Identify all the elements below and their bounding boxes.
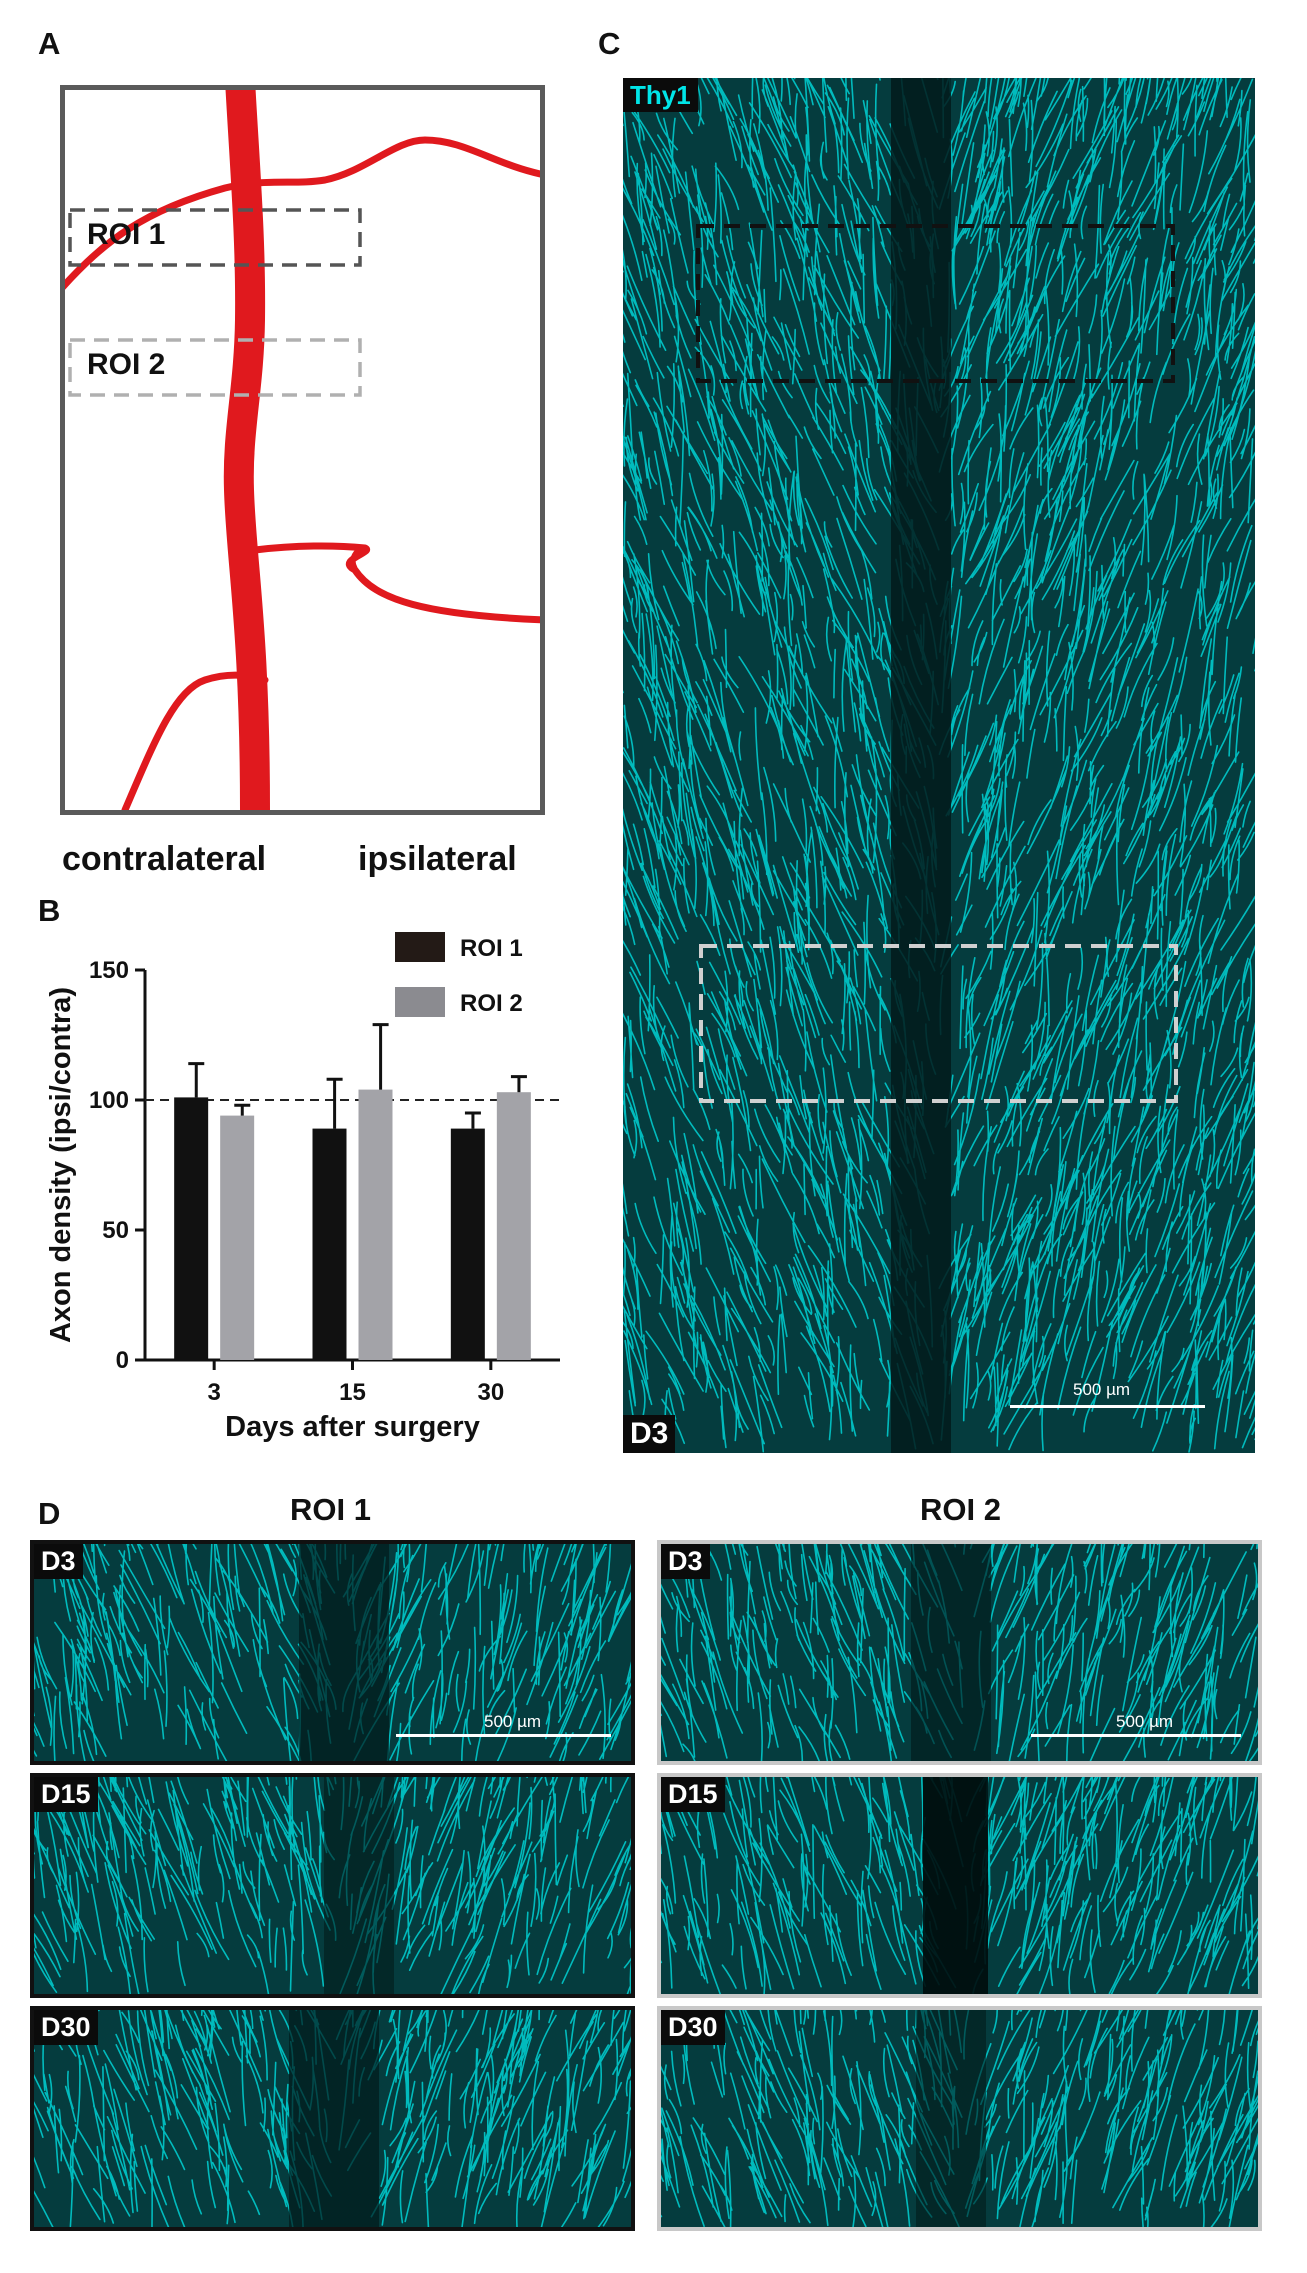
main-vessel-trunk: [223, 90, 270, 810]
bar-roi2-15: [358, 1089, 393, 1360]
roi1-d3-micrograph: D3 500 µm: [30, 1540, 635, 1765]
roi1-column-title: ROI 1: [290, 1492, 371, 1527]
upper-vessel-branch: [65, 136, 540, 290]
panel-d-letter: D: [38, 1496, 61, 1531]
roi2-column-title: ROI 2: [920, 1492, 1001, 1527]
roi2-label: ROI 2: [87, 348, 166, 381]
x-tick-label: 30: [477, 1379, 504, 1406]
roi2-d15-micrograph: D15: [657, 1773, 1262, 1998]
legend-swatch-2: [395, 987, 445, 1017]
roi-overlay: [696, 224, 1178, 1103]
roi2-d3-micrograph: D3 500 µm: [657, 1540, 1262, 1765]
bar-roi1-30: [450, 1128, 485, 1360]
bar-roi1-3: [174, 1097, 209, 1360]
fiber-texture: [661, 1777, 1258, 1994]
roi1-scale-bar: [396, 1734, 611, 1737]
midline-band: [891, 78, 951, 1453]
bar-roi2-3: [220, 1115, 255, 1360]
roi1-scale-text: 500 µm: [484, 1712, 542, 1731]
x-tick-label: 3: [207, 1379, 220, 1406]
overview-roi1-box: [696, 224, 1175, 383]
contralateral-label: contralateral: [62, 840, 267, 878]
overview-scale-bar: [1010, 1405, 1205, 1408]
roi2-d3-fibers: [661, 1544, 1258, 1761]
roi1-box: [68, 208, 362, 267]
roi1-d30-tag: D30: [34, 2010, 98, 2045]
roi1-d30-micrograph: D30: [30, 2006, 635, 2231]
chart-svg: 0 50 100 150 3 15 30 Days after surgery Axon den…: [45, 932, 560, 1443]
roi2-d30-midline: [916, 2010, 986, 2227]
roi1-d15-midline: [324, 1777, 394, 1994]
overview-micrograph: Thy1 D3 500 µm: [623, 78, 1255, 1453]
panel-c-letter: C: [598, 26, 621, 61]
roi2-d15-fibers: [661, 1777, 1258, 1994]
bar-roi1-15: [312, 1128, 347, 1360]
legend-swatch-1: [395, 932, 445, 962]
roi1-d3-tag: D3: [34, 1544, 83, 1579]
overview-day-tag: D3: [623, 1415, 676, 1453]
roi1-d30-midline: [289, 2010, 379, 2227]
roi2-d3-tag: D3: [661, 1544, 710, 1579]
roi2-scale-bar: [1031, 1734, 1241, 1737]
roi2-d3-midline: [911, 1544, 991, 1761]
bar-roi2-30: [496, 1092, 531, 1360]
vessel-schematic: ROI 1 ROI 2: [60, 85, 545, 815]
roi1-d15-tag: D15: [34, 1777, 98, 1812]
roi2-d15-tag: D15: [661, 1777, 725, 1812]
roi1-label: ROI 1: [87, 218, 166, 251]
panel-b-letter: B: [38, 893, 61, 928]
y-tick-label: 0: [116, 1347, 129, 1374]
right-lower-branch: [251, 542, 540, 624]
roi2-d30-micrograph: D30: [657, 2006, 1262, 2231]
roi1-d15-micrograph: D15: [30, 1773, 635, 1998]
vessel-drawing: [65, 90, 540, 810]
x-axis-label: Days after surgery: [225, 1411, 480, 1443]
y-tick-label: 100: [89, 1087, 129, 1114]
legend-label-1: ROI 1: [460, 935, 523, 962]
overview-scale-text: 500 µm: [1073, 1380, 1131, 1399]
fiber-texture: [661, 1544, 1258, 1761]
x-tick-label: 15: [339, 1379, 366, 1406]
thy1-label: Thy1: [623, 78, 698, 112]
y-tick-label: 150: [89, 957, 129, 984]
ipsilateral-label: ipsilateral: [358, 840, 517, 878]
roi1-d3-midline: [299, 1544, 389, 1761]
y-tick-label: 50: [102, 1217, 129, 1244]
axon-density-chart: 0 50 100 150 3 15 30 Days after surgery Axon den…: [30, 900, 590, 1480]
y-axis-label: Axon density (ipsi/contra): [45, 987, 77, 1343]
overview-roi2-box: [699, 944, 1178, 1103]
roi2-box: [68, 338, 362, 397]
legend-label-2: ROI 2: [460, 990, 523, 1017]
roi2-d30-tag: D30: [661, 2010, 725, 2045]
roi2-d15-midline: [923, 1777, 988, 1994]
roi2-scale-text: 500 µm: [1116, 1712, 1174, 1731]
panel-a-letter: A: [38, 26, 61, 61]
